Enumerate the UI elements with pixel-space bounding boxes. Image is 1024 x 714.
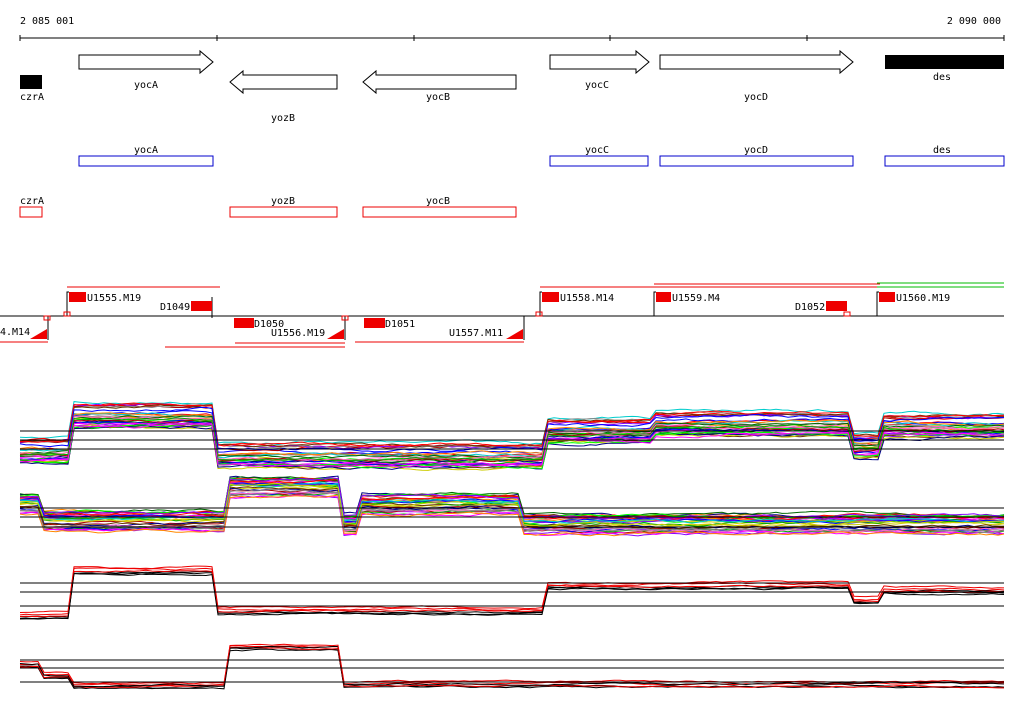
promoter-flag-icon[interactable] — [879, 292, 895, 302]
transcript-label: U1560.M19 — [896, 293, 950, 304]
d-feature[interactable] — [364, 318, 385, 328]
d-feature[interactable] — [234, 318, 254, 328]
red-box-yozB[interactable] — [229, 206, 338, 218]
profile-curve — [19, 425, 1005, 470]
ruler-end-label: 2 090 000 — [947, 16, 1001, 27]
gene-label-yocC: yocC — [585, 80, 609, 91]
gene-czrA[interactable] — [20, 75, 42, 89]
expression-profile-panel-1 — [19, 401, 1005, 471]
gene-yocC[interactable] — [549, 49, 650, 75]
profile-curve — [19, 476, 1005, 518]
profile-curve — [19, 417, 1005, 462]
profile-curve — [19, 415, 1005, 459]
gene-label-yocA: yocA — [134, 80, 158, 91]
promoter-pin — [43, 315, 51, 321]
gene-label-yocD: yocD — [744, 92, 768, 103]
promoter-flag-icon[interactable] — [656, 292, 671, 302]
profile-curve — [19, 645, 1005, 688]
gene-label-yozB: yozB — [271, 113, 295, 124]
blue-label-yocD: yocD — [744, 145, 768, 156]
profile-curve — [19, 422, 1005, 466]
gene-yocA[interactable] — [78, 49, 214, 75]
transcript-label: 4.M14 — [0, 327, 30, 338]
d-feature[interactable] — [826, 301, 847, 311]
transcript-track: U1555.M19 U1558.M14 U1559.M4 U1560.M19 D… — [0, 282, 1004, 348]
d-label: D1050 — [254, 319, 284, 330]
profile-curve — [19, 477, 1005, 519]
promoter-flag-icon[interactable] — [69, 292, 86, 302]
coordinate-ruler: 2 085 001 2 090 000 — [19, 16, 1005, 41]
expression-profile-panel-3 — [19, 565, 1005, 620]
profile-curve — [19, 401, 1005, 446]
profile-curve — [19, 565, 1005, 613]
transcript-label: U1559.M4 — [672, 293, 720, 304]
blue-label-yocC: yocC — [585, 145, 609, 156]
d-label: D1051 — [385, 319, 415, 330]
promoter-flag-icon[interactable] — [542, 292, 559, 302]
transcript-label: U1557.M11 — [449, 328, 503, 339]
red-label-yozB: yozB — [271, 196, 295, 207]
transcript-bracket — [876, 291, 879, 316]
profile-curve — [20, 570, 1005, 618]
red-box-yocB[interactable] — [362, 206, 517, 218]
gene-yocB[interactable] — [362, 69, 517, 95]
transcript-bracket — [539, 291, 542, 316]
d-label: D1049 — [160, 302, 190, 313]
profile-curve — [19, 482, 1005, 527]
blue-box-yocC[interactable] — [549, 155, 649, 167]
profile-curve — [19, 645, 1005, 687]
transcript-label: U1558.M14 — [560, 293, 614, 304]
blue-box-yocD[interactable] — [659, 155, 854, 167]
profile-curve — [19, 569, 1005, 618]
gene-label-des: des — [933, 72, 951, 83]
transcript-bracket — [653, 291, 656, 316]
red-label-yocB: yocB — [426, 196, 450, 207]
transcript-label: U1555.M19 — [87, 293, 141, 304]
expression-profile-panel-4 — [19, 643, 1005, 690]
promoter-pin — [63, 311, 71, 317]
gene-label-czrA: czrA — [20, 92, 44, 103]
transcript-label: U1556.M19 — [271, 328, 325, 339]
red-label-czrA: czrA — [20, 196, 44, 207]
profile-curve — [19, 406, 1005, 453]
blue-label-yocA: yocA — [134, 145, 158, 156]
profile-curve — [19, 494, 1005, 537]
gene-des[interactable] — [885, 55, 1004, 69]
profile-curve — [19, 494, 1005, 537]
gene-label-yocB: yocB — [426, 92, 450, 103]
d-label: D1052 — [795, 302, 825, 313]
profile-curve — [19, 572, 1005, 620]
profile-curve — [19, 402, 1005, 447]
promoter-flag-icon[interactable] — [30, 329, 47, 339]
d-feature[interactable] — [191, 301, 212, 311]
red-box-czrA[interactable] — [19, 206, 43, 218]
blue-box-des[interactable] — [884, 155, 1005, 167]
promoter-flag-icon[interactable] — [327, 329, 344, 339]
promoter-pin — [341, 315, 349, 321]
transcript-bracket — [66, 291, 69, 316]
ruler-start-label: 2 085 001 — [20, 16, 74, 27]
gene-track: czrA yocA yozB yocB yocC yocD des — [20, 49, 1004, 124]
gene-yozB[interactable] — [229, 69, 338, 95]
profile-curve — [19, 643, 1005, 685]
blue-label-des: des — [933, 145, 951, 156]
profile-curve — [19, 412, 1005, 456]
blue-box-yocA[interactable] — [78, 155, 214, 167]
promoter-pin — [535, 311, 543, 317]
promoter-flag-icon[interactable] — [506, 329, 523, 339]
expression-profile-panel-2 — [19, 475, 1005, 537]
gene-yocD[interactable] — [659, 49, 854, 75]
promoter-pin — [843, 311, 851, 317]
blue-annotation-track: yocA yocC yocD des — [78, 145, 1005, 167]
red-annotation-track: czrA yozB yocB — [19, 196, 517, 218]
profile-curve — [19, 423, 1005, 468]
